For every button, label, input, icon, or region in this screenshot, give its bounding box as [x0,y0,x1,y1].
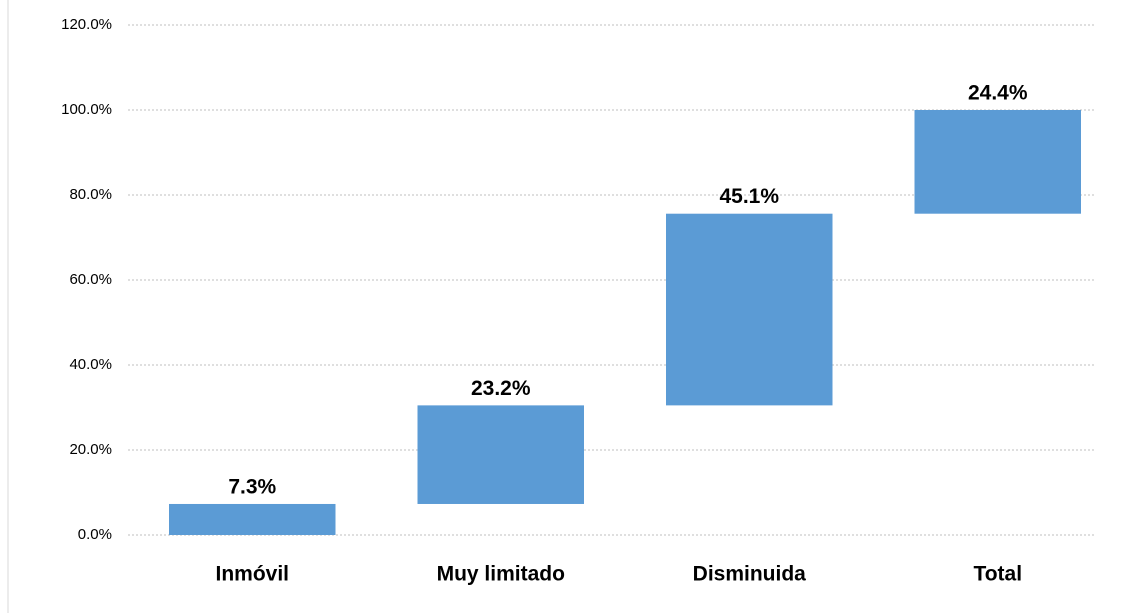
bar [914,110,1081,214]
y-tick-label: 60.0% [69,271,112,288]
bar [666,213,833,406]
y-tick-label: 80.0% [69,186,112,203]
y-tick-label: 120.0% [61,16,112,33]
y-tick-label: 20.0% [69,441,112,458]
data-label: 45.1% [719,185,779,208]
x-tick-label: Inmóvil [215,563,289,586]
data-label: 7.3% [228,476,276,499]
y-tick-label: 40.0% [69,356,112,373]
x-tick-label: Muy limitado [437,563,565,586]
x-tick-label: Disminuida [693,563,807,586]
y-tick-label: 100.0% [61,101,112,118]
x-tick-label: Total [973,563,1022,586]
bar [169,503,336,535]
data-label: 23.2% [471,377,531,400]
y-tick-label: 0.0% [78,526,112,543]
bar [417,405,584,504]
data-label: 24.4% [968,82,1028,105]
